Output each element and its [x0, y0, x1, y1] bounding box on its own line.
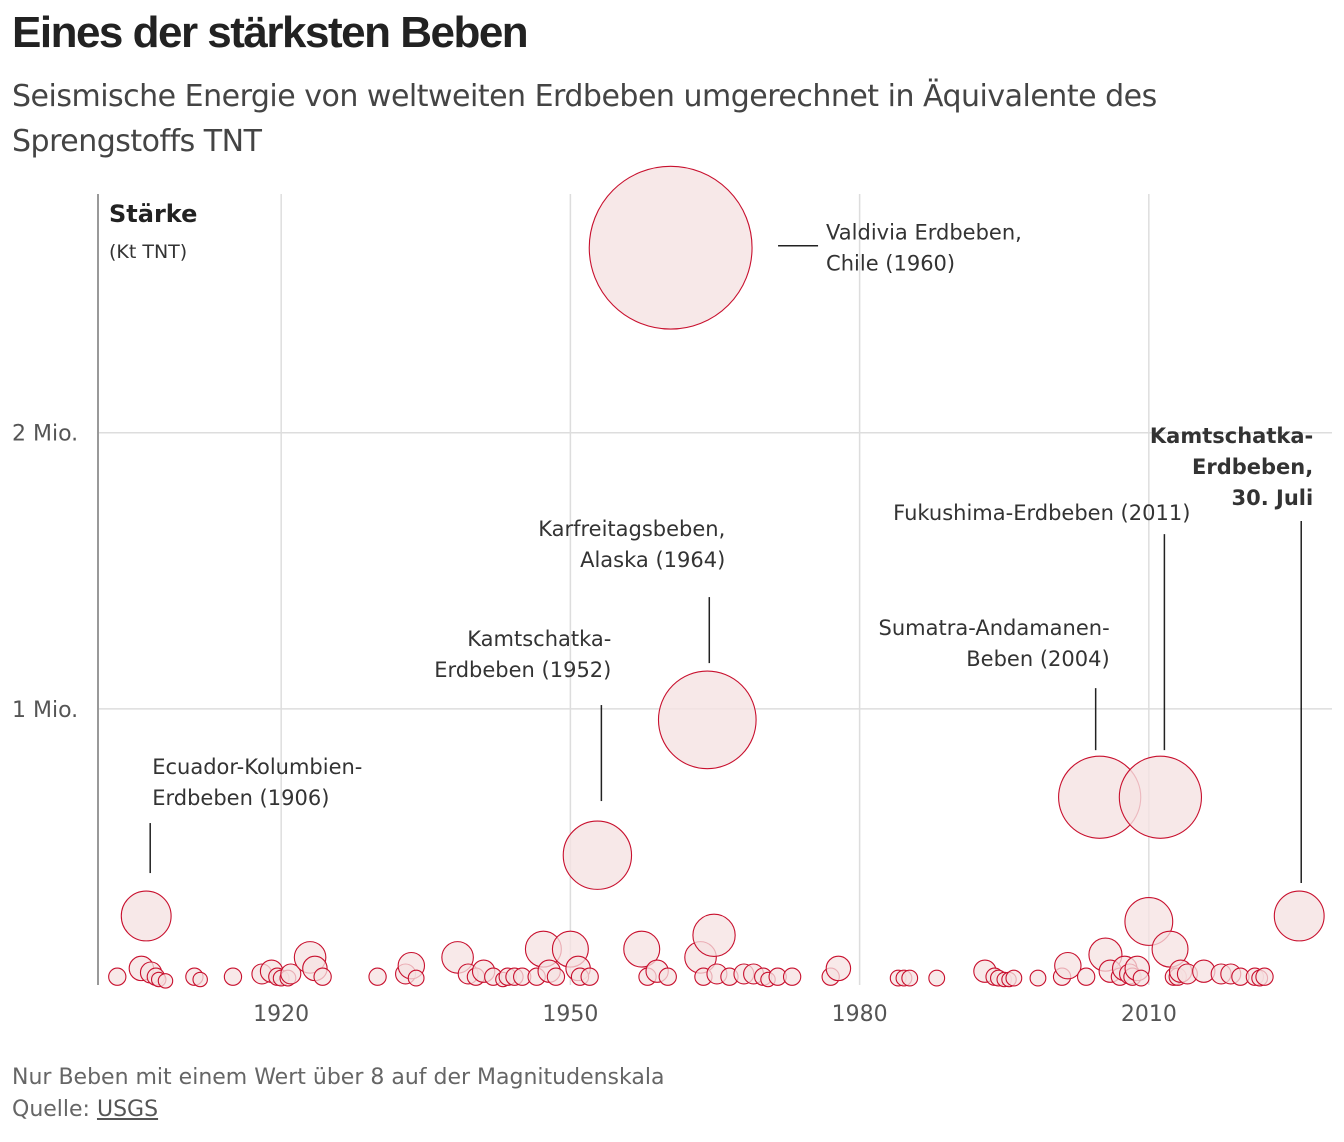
quake-bubble — [1054, 951, 1082, 980]
y-axis-title: Stärke — [109, 200, 197, 228]
quake-bubble — [901, 969, 919, 987]
quake-bubble — [368, 967, 387, 986]
annotation-label: Sumatra-Andamanen- Beben (2004) — [879, 616, 1110, 671]
annotated-quake-bubble — [657, 670, 757, 770]
bubble-chart: 1920 1950 1980 2010 1 Mio. 2 Mio. Stärke (Kt TN… — [12, 165, 1332, 1027]
annotation-label: Valdivia Erdbeben, Chile (1960) — [826, 221, 1022, 276]
footnote: Nur Beben mit einem Wert über 8 auf der … — [12, 1065, 665, 1090]
annotated-quake-bubble — [588, 165, 753, 330]
quake-bubble — [1076, 967, 1096, 986]
axes: 1920 1950 1980 2010 1 Mio. 2 Mio. Stärke (Kt TN… — [12, 194, 1177, 1027]
annotation-label-line: Erdbeben, — [1192, 455, 1313, 479]
annotation-label-line: Alaska (1964) — [580, 548, 725, 572]
x-tick-label: 1920 — [253, 1002, 309, 1027]
annotation-label-line: Karfreitagsbeben, — [538, 517, 725, 541]
annotated-quake-bubble — [562, 820, 633, 890]
annotation-label-line: Kamtschatka- — [1150, 424, 1313, 448]
annotation-label-line: Fukushima-Erdbeben (2011) — [893, 501, 1190, 525]
y-tick-label: 2 Mio. — [12, 422, 78, 447]
source-line: Quelle: USGS — [12, 1094, 664, 1126]
quake-bubble — [407, 969, 425, 987]
chart-title: Eines der stärksten Beben — [12, 8, 529, 57]
quake-bubble — [692, 913, 736, 957]
quake-bubble — [1029, 969, 1047, 987]
source-link[interactable]: USGS — [96, 1097, 159, 1122]
source-prefix: Quelle: — [12, 1097, 90, 1122]
y-axis-unit: (Kt TNT) — [109, 241, 187, 263]
quake-bubble — [1005, 969, 1023, 987]
annotation-label-line: Beben (2004) — [966, 647, 1109, 671]
quake-bubble — [928, 969, 946, 987]
quake-bubble — [782, 967, 802, 986]
quake-bubble — [280, 963, 302, 985]
quake-bubble — [580, 967, 599, 986]
quake-bubble — [825, 955, 852, 982]
chart-subtitle: Seismische Energie von weltweiten Erdbeb… — [12, 79, 1157, 159]
y-tick-label: 1 Mio. — [12, 698, 78, 723]
annotation-label-line: Erdbeben (1952) — [434, 658, 611, 682]
annotation-label: Kamtschatka- Erdbeben (1952) — [434, 627, 611, 682]
annotated-quake-bubble — [1273, 890, 1325, 942]
annotation-label-line: 30. Juli — [1232, 486, 1314, 510]
annotation-label-line: Kamtschatka- — [467, 627, 611, 651]
annotation-label-line: Erdbeben (1906) — [152, 786, 329, 810]
annotated-quake-bubble — [1118, 755, 1203, 839]
annotation-label-line: Valdivia Erdbeben, — [826, 221, 1022, 245]
annotations: Ecuador-Kolumbien- Erdbeben (1906) Kamtsch… — [149, 221, 1313, 884]
quake-bubble — [223, 967, 243, 986]
annotation-label: Kamtschatka- Erdbeben, 30. Juli — [1150, 424, 1313, 510]
x-tick-label: 1980 — [832, 1002, 888, 1027]
annotation-label: Karfreitagsbeben, Alaska (1964) — [538, 517, 725, 572]
quake-bubble — [108, 967, 127, 986]
quake-bubble — [192, 971, 208, 988]
annotated-quake-bubble — [120, 890, 172, 942]
quake-bubble — [157, 973, 174, 989]
bubbles — [108, 165, 1325, 989]
chart-footer: Nur Beben mit einem Wert über 8 auf der … — [12, 1062, 664, 1126]
annotation-label-line: Chile (1960) — [826, 252, 955, 276]
annotation-label: Fukushima-Erdbeben (2011) — [893, 501, 1190, 525]
annotation-label-line: Sumatra-Andamanen- — [879, 616, 1110, 640]
quake-bubble — [1255, 967, 1274, 986]
quake-bubble — [623, 930, 661, 968]
quake-bubble — [313, 967, 332, 986]
annotation-label: Ecuador-Kolumbien- Erdbeben (1906) — [152, 755, 362, 810]
quake-bubble — [1132, 969, 1150, 987]
x-tick-label: 1950 — [542, 1002, 598, 1027]
x-tick-label: 2010 — [1121, 1002, 1177, 1027]
quake-bubble — [546, 967, 566, 986]
quake-bubble — [658, 967, 677, 986]
annotation-label-line: Ecuador-Kolumbien- — [152, 755, 362, 779]
